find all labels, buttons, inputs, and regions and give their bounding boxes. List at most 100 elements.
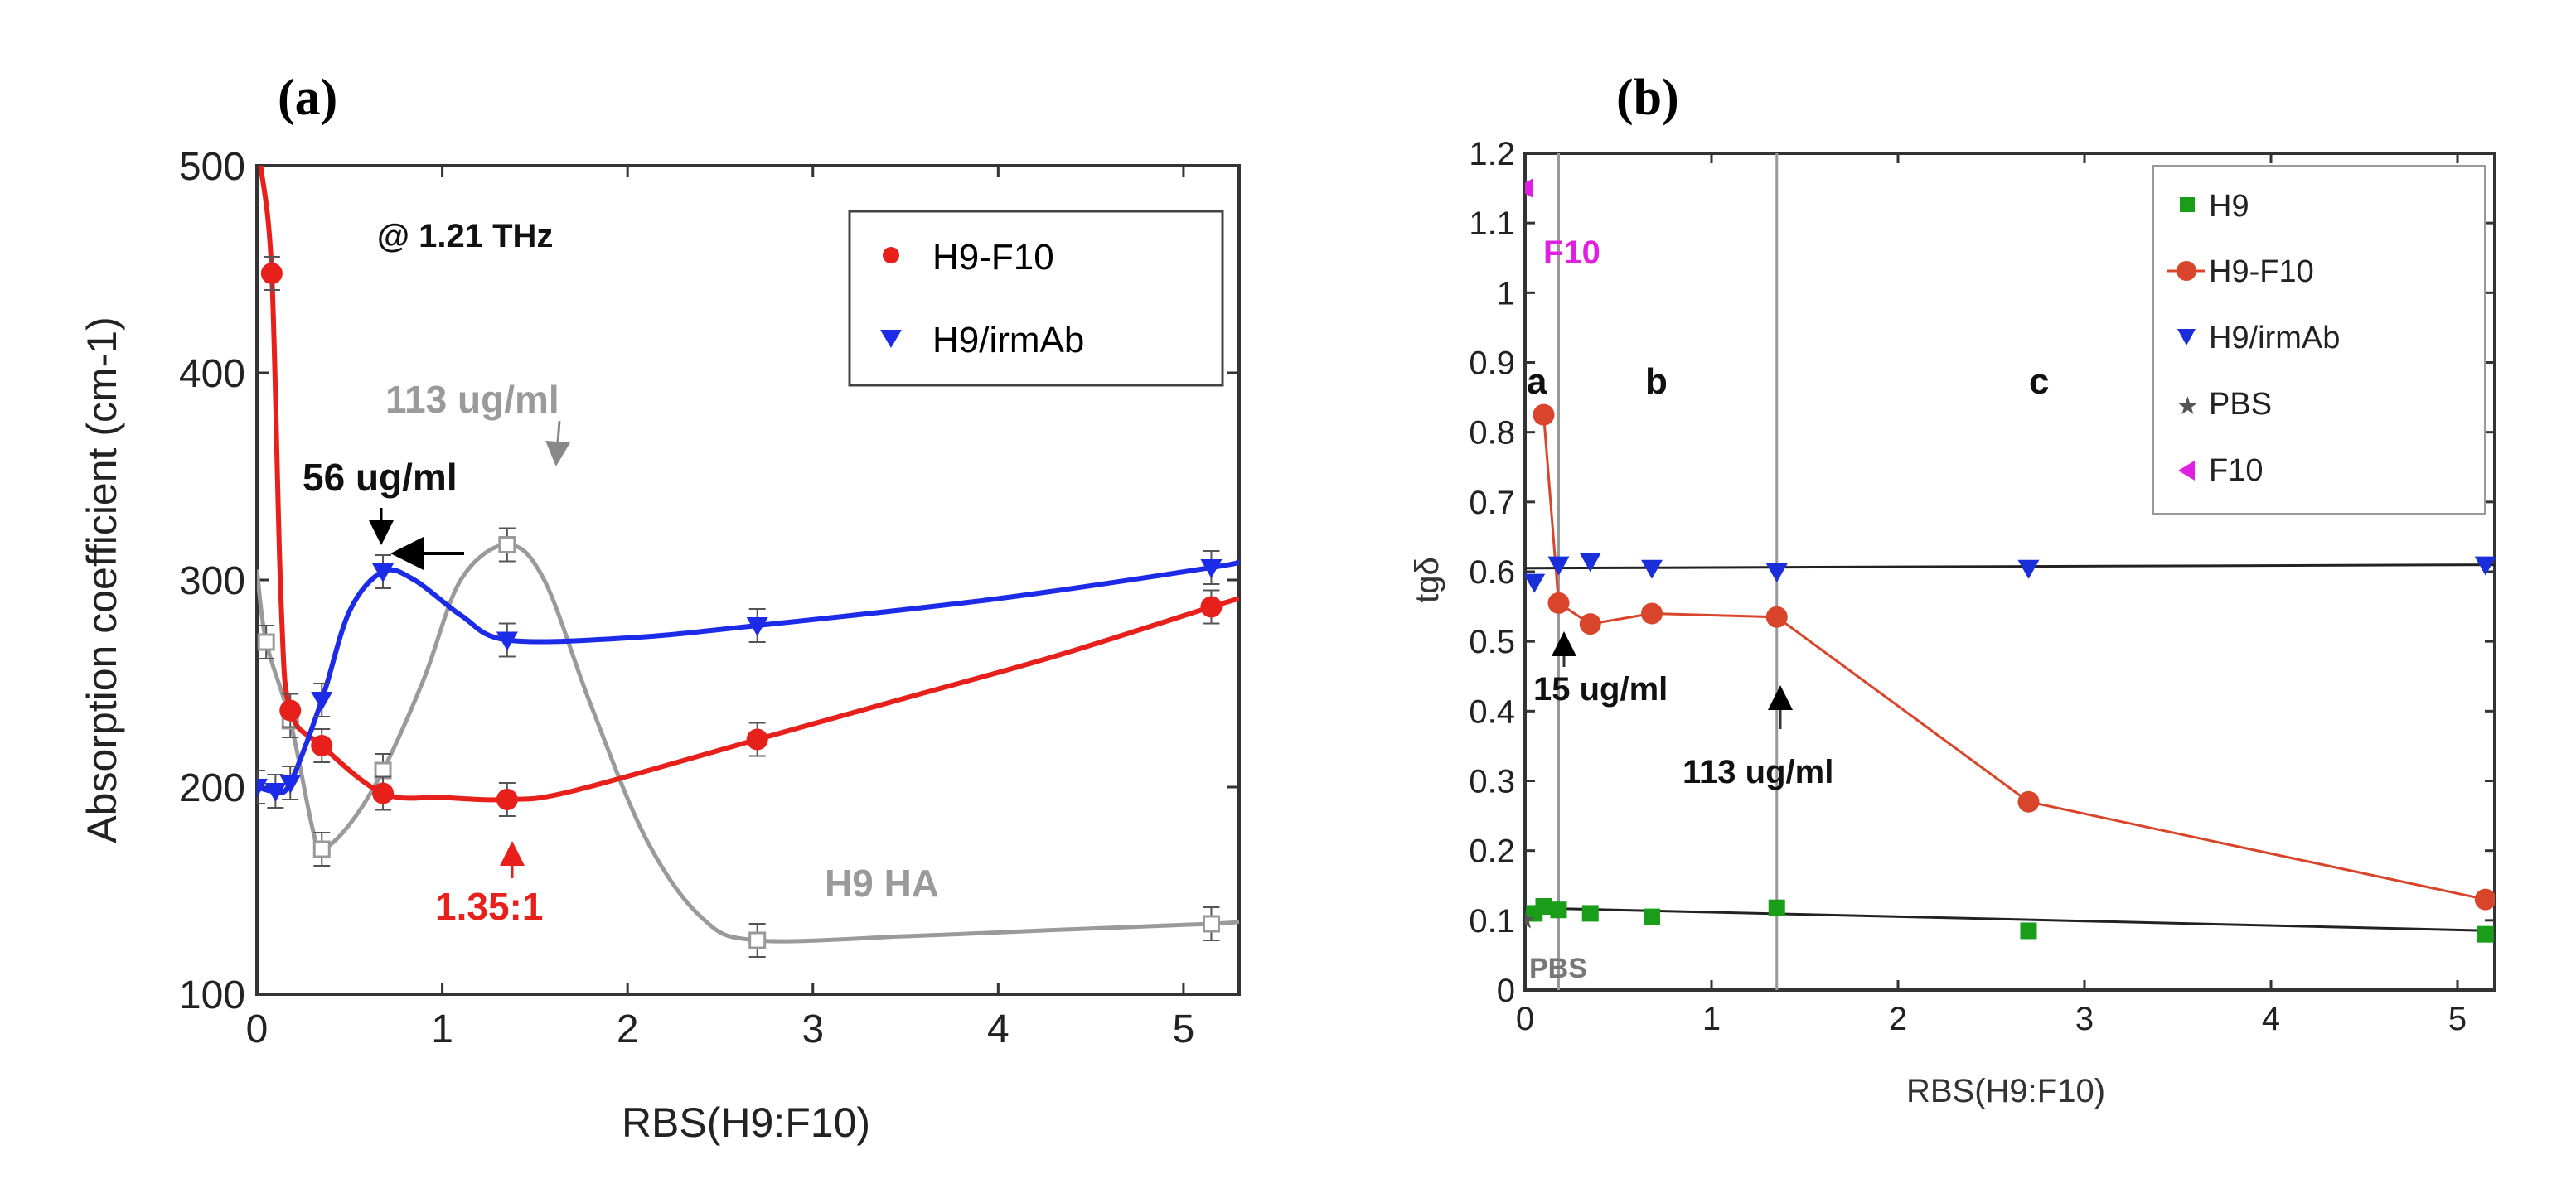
x-tick-label-a: 5: [1173, 1007, 1195, 1051]
point-h9-b: [1581, 905, 1599, 922]
point-h9-b: [2477, 925, 2494, 943]
x-tick-label-b: 3: [2075, 1001, 2094, 1037]
x-tick-label-a: 3: [801, 1007, 824, 1051]
panel-a-letter: (a): [278, 70, 337, 126]
y-tick-label-b: 1.2: [1469, 136, 1515, 172]
point-h9-f10-b: [1533, 403, 1555, 426]
arrow-113-a: [545, 420, 571, 466]
x-tick-label-a: 0: [246, 1007, 269, 1051]
y-tick-label-b: 0.6: [1469, 554, 1515, 591]
point-h9-irmab-b: [1579, 553, 1601, 573]
annotation-pbs-b: PBS: [1529, 953, 1587, 984]
y-tick-label-b: 0.2: [1469, 833, 1515, 870]
legend-marker-f10-b: [2178, 461, 2195, 481]
legend-label-pbs-b: PBS: [2209, 387, 2272, 422]
legend-marker-h9-irmab-b: [2177, 329, 2196, 345]
y-tick-label-a: 100: [179, 974, 245, 1017]
point-h9-irmab-b: [1547, 556, 1570, 576]
y-axis-label-a: Absorption coefficient (cm-1): [79, 316, 125, 843]
point-h9-ha-a: [498, 536, 516, 553]
point-h9-f10-a: [496, 789, 518, 810]
y-tick-label-b: 1.1: [1469, 205, 1515, 242]
point-h9-irmab-b: [1525, 573, 1546, 593]
point-h9-ha-a: [1202, 915, 1220, 933]
fit-line-h9-b: [1525, 906, 2495, 932]
series-h9-irmab-a: [257, 550, 1239, 809]
panel-b: (b) 0 1 2 3 4 500.10.20.30.40.50.60.70.80.911…: [1409, 70, 2496, 1109]
legend-marker-h9-f10-a: [883, 247, 899, 263]
series-group-b: [1525, 178, 2495, 943]
line-h9-irmab-a: [257, 558, 1239, 795]
y-tick-label-b: 1: [1497, 275, 1515, 312]
y-tick-label-b: 0.1: [1469, 903, 1515, 940]
y-tick-label-b: 0.3: [1469, 764, 1515, 800]
series-f10-b: [1525, 178, 1533, 199]
point-h9-b: [1550, 901, 1567, 919]
y-tick-label-a: 300: [179, 559, 245, 603]
point-h9-b: [1535, 898, 1552, 915]
y-axis-label-b: tgδ: [1409, 557, 1445, 603]
y-tick-label-a: 500: [179, 145, 245, 189]
series-group-a: [257, 166, 1239, 958]
point-pbs-b: [1525, 910, 1535, 929]
annotation-h9-ha: H9 HA: [825, 862, 939, 905]
y-tick-label-b: 0.7: [1469, 485, 1515, 521]
legend-b: H9 H9-F10 H9/irmAb ★ PBS F10: [2152, 165, 2486, 515]
point-h9-f10-b: [2474, 888, 2495, 911]
legend-label-h9-b: H9: [2209, 189, 2249, 224]
legend-box-a: [848, 210, 1224, 387]
series-h9-f10-b: [1533, 403, 2495, 911]
point-h9-f10-a: [1200, 596, 1223, 618]
legend-box-b: [2152, 165, 2486, 515]
series-h9-irmab-b: [1525, 553, 2495, 593]
annotation-113-b: 113 ug/ml: [1683, 754, 1833, 790]
y-tick-label-a: 400: [179, 352, 245, 396]
region-c-label: c: [2029, 361, 2049, 402]
region-b-label: b: [1645, 361, 1668, 402]
y-tick-label-a: 200: [179, 766, 245, 810]
point-h9-f10-b: [1547, 592, 1570, 614]
legend-marker-pbs-b: ★: [2177, 392, 2199, 421]
point-h9-f10-a: [279, 699, 302, 722]
y-tick-label-b: 0.4: [1469, 693, 1515, 730]
point-h9-ha-a: [257, 633, 275, 651]
annotation-113-a: 113 ug/ml: [385, 378, 559, 421]
y-tick-label-b: 0.9: [1469, 345, 1515, 382]
x-axis-label-a: RBS(H9:F10): [622, 1099, 870, 1146]
x-tick-label-a: 1: [431, 1007, 453, 1051]
panel-b-letter: (b): [1616, 70, 1679, 126]
point-h9-b: [1644, 908, 1660, 925]
fit-line-h9-irmab-b: [1525, 563, 2495, 570]
point-h9-f10-a: [372, 782, 395, 804]
point-h9-irmab-a: [746, 617, 768, 636]
region-a-label: a: [1527, 361, 1547, 402]
point-h9-b: [1768, 899, 1785, 916]
line-h9-f10-a: [258, 166, 1239, 803]
point-h9-f10-a: [746, 728, 768, 751]
point-h9-f10-a: [260, 263, 283, 284]
point-h9-irmab-b: [2017, 559, 2040, 579]
y-tick-label-b: 0: [1497, 973, 1515, 1009]
point-h9-irmab-a: [1200, 559, 1223, 578]
point-h9-irmab-a: [264, 783, 287, 802]
legend-label-f10-b: F10: [2209, 453, 2263, 488]
legend-marker-h9-irmab-a: [880, 330, 902, 348]
panel-a: (a) 0 1 2 3 4 5 100 200 300 400 500 Absorption coe…: [79, 70, 1241, 1146]
x-tick-label-b: 1: [1702, 1001, 1721, 1037]
point-h9-irmab-a: [279, 775, 302, 794]
point-h9-ha-a: [748, 931, 767, 949]
point-h9-f10-a: [311, 735, 333, 756]
legend-marker-h9-b: [2180, 197, 2195, 212]
point-h9-irmab-b: [1641, 559, 1663, 579]
point-h9-irmab-a: [311, 692, 333, 711]
series-h9-f10-a: [258, 166, 1239, 817]
x-axis-label-b: RBS(H9:F10): [1906, 1073, 2105, 1109]
x-tick-label-a: 2: [617, 1007, 639, 1051]
point-h9-ha-a: [374, 761, 392, 780]
point-h9-irmab-a: [496, 631, 518, 651]
legend-label-h9-f10-b: H9-F10: [2209, 254, 2314, 289]
frequency-annotation: @ 1.21 THz: [377, 218, 553, 254]
x-tick-label-b: 0: [1516, 1001, 1534, 1037]
point-h9-irmab-a: [372, 563, 395, 582]
